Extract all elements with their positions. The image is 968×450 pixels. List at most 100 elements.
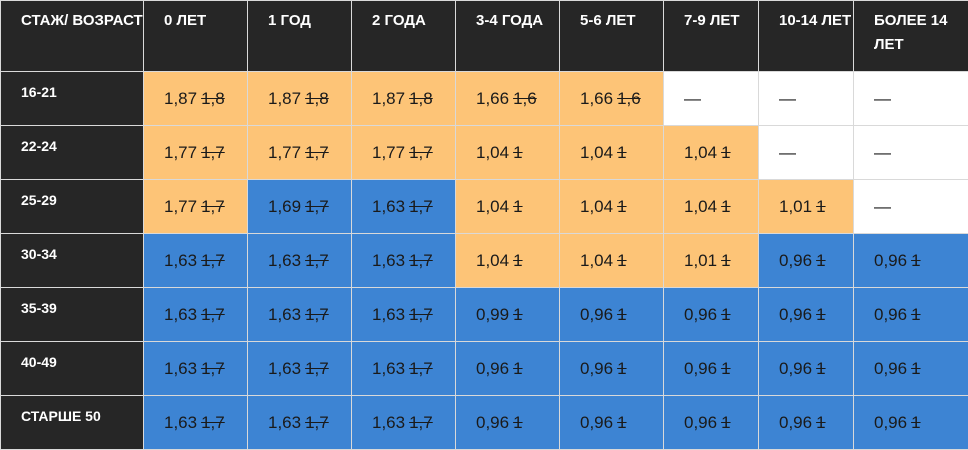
new-coefficient: 1,77 bbox=[268, 143, 301, 162]
old-coefficient: 1 bbox=[911, 305, 920, 324]
old-coefficient: 1 bbox=[721, 197, 730, 216]
new-coefficient: 1,63 bbox=[268, 305, 301, 324]
new-coefficient: 1,04 bbox=[580, 197, 613, 216]
column-header: 0 ЛЕТ bbox=[144, 1, 248, 72]
row-label: 40-49 bbox=[1, 342, 144, 396]
row-label: 30-34 bbox=[1, 234, 144, 288]
column-header: 1 ГОД bbox=[248, 1, 352, 72]
row-label: 22-24 bbox=[1, 126, 144, 180]
old-coefficient: 1,7 bbox=[409, 143, 433, 162]
new-coefficient: 1,77 bbox=[164, 197, 197, 216]
coefficient-cell: — bbox=[759, 126, 854, 180]
column-header: БОЛЕЕ 14 ЛЕТ bbox=[854, 1, 968, 72]
old-coefficient: 1,8 bbox=[201, 89, 225, 108]
old-coefficient: 1 bbox=[911, 359, 920, 378]
new-coefficient: 1,63 bbox=[164, 305, 197, 324]
new-coefficient: 1,04 bbox=[580, 251, 613, 270]
old-coefficient: 1,7 bbox=[305, 413, 329, 432]
no-value-dash: — bbox=[874, 197, 891, 216]
old-coefficient: 1 bbox=[816, 305, 825, 324]
no-value-dash: — bbox=[874, 89, 891, 108]
old-coefficient: 1 bbox=[513, 251, 522, 270]
new-coefficient: 0,96 bbox=[580, 359, 613, 378]
new-coefficient: 1,01 bbox=[779, 197, 812, 216]
new-coefficient: 0,96 bbox=[779, 359, 812, 378]
old-coefficient: 1 bbox=[816, 251, 825, 270]
old-coefficient: 1,8 bbox=[409, 89, 433, 108]
new-coefficient: 0,96 bbox=[874, 305, 907, 324]
old-coefficient: 1,7 bbox=[409, 251, 433, 270]
old-coefficient: 1 bbox=[816, 359, 825, 378]
new-coefficient: 0,96 bbox=[874, 251, 907, 270]
old-coefficient: 1 bbox=[513, 197, 522, 216]
old-coefficient: 1,7 bbox=[305, 305, 329, 324]
old-coefficient: 1 bbox=[513, 359, 522, 378]
old-coefficient: 1 bbox=[617, 413, 626, 432]
new-coefficient: 1,04 bbox=[684, 143, 717, 162]
old-coefficient: 1 bbox=[721, 305, 730, 324]
new-coefficient: 1,01 bbox=[684, 251, 717, 270]
old-coefficient: 1 bbox=[617, 197, 626, 216]
column-header: 5-6 ЛЕТ bbox=[560, 1, 664, 72]
new-coefficient: 1,63 bbox=[372, 197, 405, 216]
old-coefficient: 1,7 bbox=[201, 305, 225, 324]
row-label: 35-39 bbox=[1, 288, 144, 342]
old-coefficient: 1,7 bbox=[201, 359, 225, 378]
old-coefficient: 1 bbox=[617, 251, 626, 270]
new-coefficient: 0,99 bbox=[476, 305, 509, 324]
new-coefficient: 0,96 bbox=[684, 359, 717, 378]
no-value-dash: — bbox=[779, 143, 796, 162]
new-coefficient: 1,63 bbox=[164, 359, 197, 378]
column-header: 10-14 ЛЕТ bbox=[759, 1, 854, 72]
coefficient-cell: — bbox=[854, 180, 968, 234]
old-coefficient: 1 bbox=[911, 413, 920, 432]
header-row: СТАЖ/ ВОЗРАСТ 0 ЛЕТ 1 ГОД 2 ГОДА 3-4 ГОД… bbox=[1, 1, 968, 72]
new-coefficient: 1,63 bbox=[372, 359, 405, 378]
old-coefficient: 1 bbox=[721, 143, 730, 162]
old-coefficient: 1,7 bbox=[305, 143, 329, 162]
old-coefficient: 1 bbox=[513, 413, 522, 432]
old-coefficient: 1,6 bbox=[513, 89, 537, 108]
new-coefficient: 1,63 bbox=[164, 251, 197, 270]
old-coefficient: 1 bbox=[617, 305, 626, 324]
old-coefficient: 1,7 bbox=[409, 197, 433, 216]
column-header: 7-9 ЛЕТ bbox=[664, 1, 759, 72]
new-coefficient: 0,96 bbox=[476, 413, 509, 432]
new-coefficient: 0,96 bbox=[684, 305, 717, 324]
new-coefficient: 0,96 bbox=[476, 359, 509, 378]
new-coefficient: 1,77 bbox=[164, 143, 197, 162]
old-coefficient: 1 bbox=[721, 359, 730, 378]
old-coefficient: 1 bbox=[816, 197, 825, 216]
coefficient-cell: — bbox=[759, 72, 854, 126]
